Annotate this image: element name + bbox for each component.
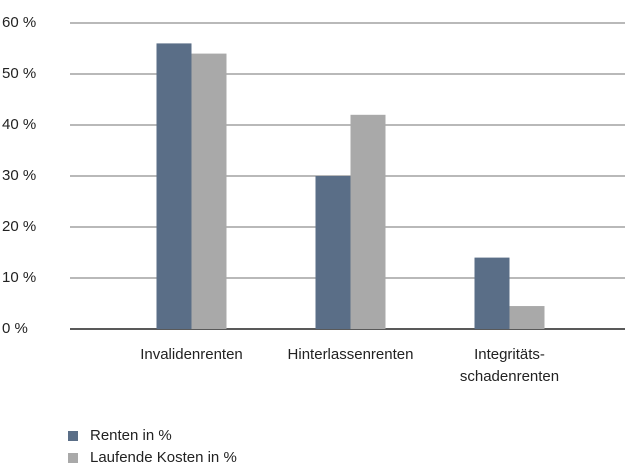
- y-tick-label: 30 %: [2, 167, 36, 184]
- legend-label: Laufende Kosten in %: [90, 449, 237, 465]
- bar: [156, 43, 192, 330]
- legend-swatch: [68, 431, 78, 441]
- legend-label: Renten in %: [90, 427, 172, 444]
- bar: [474, 257, 510, 329]
- bar: [315, 176, 351, 329]
- y-tick-label: 0 %: [2, 320, 28, 337]
- bar: [509, 306, 545, 329]
- x-tick-label: Hinterlassenrenten: [287, 346, 414, 363]
- y-tick-label: 60 %: [2, 14, 36, 31]
- bar: [191, 53, 227, 329]
- y-tick-label: 20 %: [2, 218, 36, 235]
- legend-swatch: [68, 453, 78, 463]
- bar: [350, 114, 386, 329]
- y-tick-label: 10 %: [2, 269, 36, 286]
- y-tick-label: 50 %: [2, 65, 36, 82]
- y-tick-label: 40 %: [2, 116, 36, 133]
- x-tick-label: Invalidenrenten: [140, 346, 243, 363]
- x-tick-label: Integritäts- schadenrenten: [459, 346, 560, 385]
